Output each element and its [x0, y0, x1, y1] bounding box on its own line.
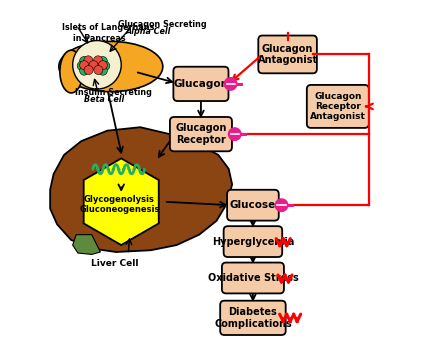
Circle shape	[98, 56, 107, 65]
Text: Glycogenolysis
Gluconeogenesis: Glycogenolysis Gluconeogenesis	[79, 195, 160, 214]
Circle shape	[275, 199, 288, 212]
Text: Glucagon: Glucagon	[173, 79, 228, 89]
Text: Alpha Cell: Alpha Cell	[126, 27, 171, 36]
Circle shape	[84, 65, 93, 74]
Circle shape	[84, 56, 93, 65]
FancyBboxPatch shape	[170, 117, 232, 151]
Ellipse shape	[59, 41, 163, 92]
FancyBboxPatch shape	[224, 226, 282, 257]
Circle shape	[89, 61, 98, 70]
Circle shape	[98, 66, 107, 75]
FancyBboxPatch shape	[173, 67, 228, 101]
FancyBboxPatch shape	[307, 85, 369, 128]
FancyBboxPatch shape	[222, 262, 284, 293]
Circle shape	[93, 56, 103, 65]
Circle shape	[73, 41, 121, 89]
Circle shape	[94, 65, 103, 74]
Text: Hyperglycemia: Hyperglycemia	[212, 237, 294, 247]
Text: Oxidative Stress: Oxidative Stress	[208, 273, 298, 283]
Text: Diabetes
Complications: Diabetes Complications	[214, 307, 292, 329]
Text: Glucagon
Antagonist: Glucagon Antagonist	[257, 44, 318, 65]
Circle shape	[80, 66, 88, 75]
Circle shape	[228, 128, 241, 140]
Ellipse shape	[60, 50, 83, 93]
Text: Glucagon
Receptor: Glucagon Receptor	[175, 123, 227, 145]
FancyBboxPatch shape	[258, 35, 317, 73]
Text: Beta Cell: Beta Cell	[84, 95, 125, 104]
Text: Islets of Langerhans
    in Pancreas: Islets of Langerhans in Pancreas	[62, 23, 155, 42]
Text: Liver Cell: Liver Cell	[91, 259, 138, 268]
Text: Glucose: Glucose	[230, 200, 276, 210]
Text: Glucagon
Receptor
Antagonist: Glucagon Receptor Antagonist	[310, 92, 366, 121]
Circle shape	[101, 61, 110, 70]
Circle shape	[80, 56, 88, 65]
Text: Insulin Secreting: Insulin Secreting	[75, 88, 152, 97]
Circle shape	[77, 61, 86, 70]
Text: Glucagon Secreting: Glucagon Secreting	[118, 20, 206, 29]
Circle shape	[224, 78, 237, 90]
Circle shape	[80, 61, 88, 70]
Polygon shape	[84, 158, 159, 245]
FancyBboxPatch shape	[227, 190, 279, 221]
Circle shape	[98, 61, 107, 70]
FancyBboxPatch shape	[220, 301, 286, 335]
Polygon shape	[73, 235, 100, 254]
Polygon shape	[50, 127, 232, 252]
